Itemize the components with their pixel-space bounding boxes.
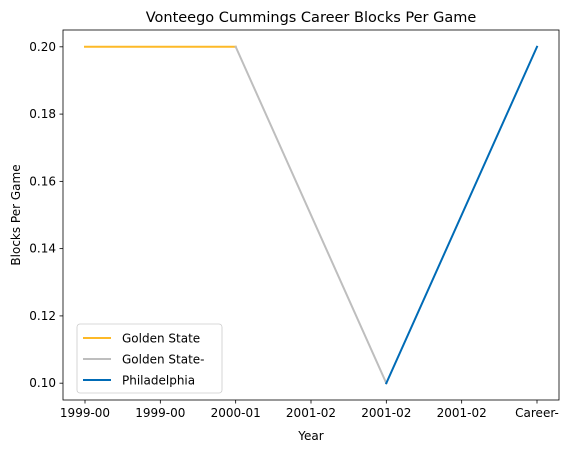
x-tick-label: 1999-00 xyxy=(60,406,110,420)
legend-box xyxy=(76,323,223,394)
series-layer xyxy=(84,45,539,385)
x-tick-label: 2001-02 xyxy=(361,406,411,420)
y-axis: 0.10 0.12 0.14 0.16 0.18 0.20 xyxy=(29,40,63,390)
y-tick-label: 0.20 xyxy=(29,40,56,54)
y-tick-label: 0.18 xyxy=(29,107,56,121)
x-tick-label: 2001-02 xyxy=(286,406,336,420)
x-axis: 1999-00 1999-00 2000-01 2001-02 2001-02 2001-… xyxy=(60,400,559,420)
legend-label-1: Golden State- xyxy=(122,353,205,367)
y-tick-label: 0.16 xyxy=(29,174,56,188)
x-tick-label: Career- xyxy=(515,406,559,420)
y-tick-label: 0.10 xyxy=(29,376,56,390)
plot-frame xyxy=(62,29,560,401)
legend-label-0: Golden State xyxy=(122,332,200,346)
x-tick-label: 2001-02 xyxy=(437,406,487,420)
y-axis-title: Blocks Per Game xyxy=(9,164,23,265)
series-line-1 xyxy=(234,45,388,385)
x-tick-label: 1999-00 xyxy=(135,406,185,420)
y-tick-label: 0.12 xyxy=(29,309,56,323)
legend: Golden State Golden State- Philadelphia xyxy=(76,323,223,394)
legend-label-2: Philadelphia xyxy=(122,374,195,388)
x-tick-label: 2000-01 xyxy=(211,406,261,420)
series-line-2 xyxy=(384,45,539,385)
chart-title: Vonteego Cummings Career Blocks Per Game xyxy=(146,10,477,26)
y-tick-label: 0.14 xyxy=(29,242,56,256)
x-axis-title: Year xyxy=(297,429,323,443)
